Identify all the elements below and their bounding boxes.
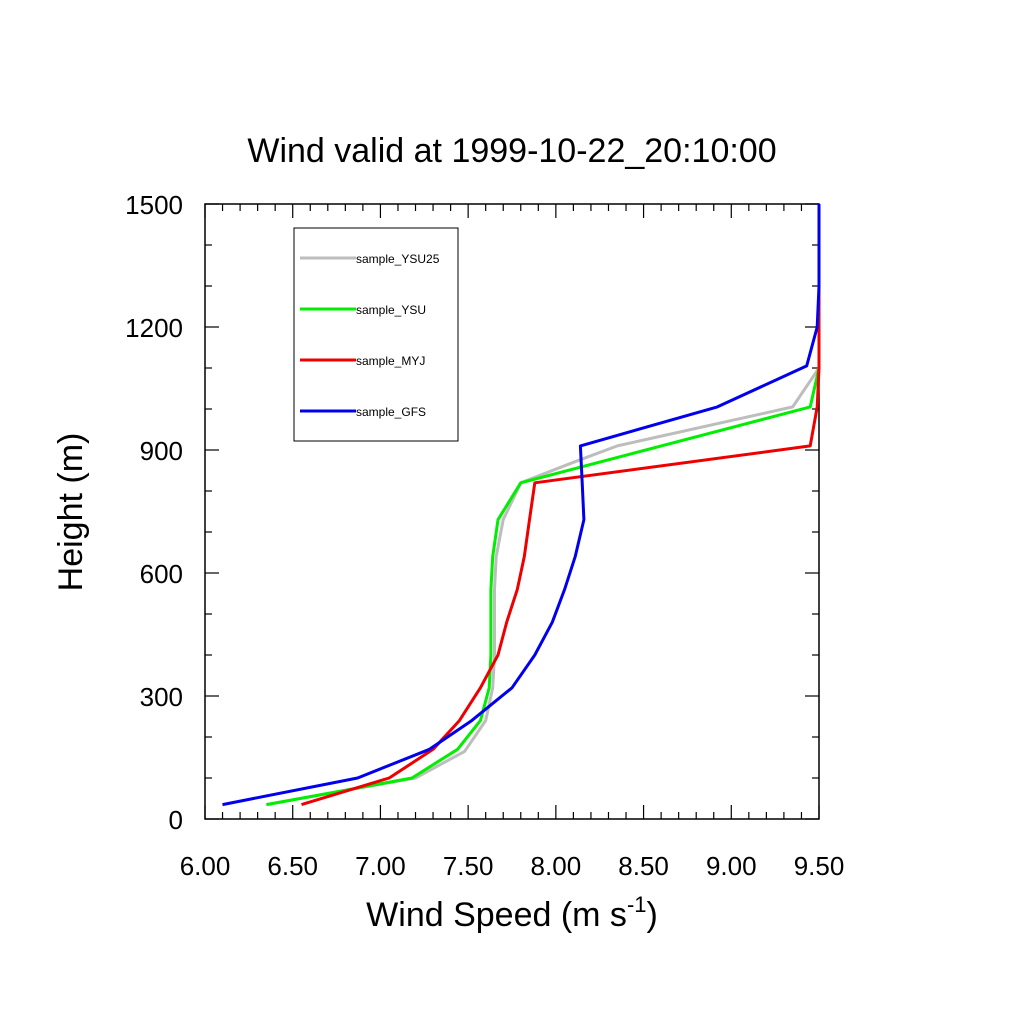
x-tick-label: 9.50 (794, 851, 845, 881)
x-tick-label: 9.00 (706, 851, 757, 881)
x-axis-label-main: Wind Speed (m s (366, 896, 627, 934)
x-tick-label: 6.50 (267, 851, 318, 881)
legend: sample_YSU25 sample_YSU sample_MYJ sample_G… (293, 227, 459, 442)
x-tick-label: 6.00 (180, 851, 231, 881)
y-tick-label: 1200 (125, 313, 183, 343)
y-axis-label: Height (m) (52, 433, 90, 592)
x-axis-label-superscript: -1 (627, 892, 647, 917)
legend-label: sample_GFS (356, 405, 426, 419)
y-tick-label: 900 (140, 436, 183, 466)
x-tick-label: 8.00 (531, 851, 582, 881)
legend-label: sample_YSU (356, 303, 426, 317)
x-axis-label: Wind Speed (m s-1) (366, 892, 658, 934)
series-line-sample_GFS (222, 204, 821, 807)
x-tick-label: 7.00 (355, 851, 406, 881)
legend-label: sample_YSU25 (356, 252, 440, 266)
y-tick-label: 600 (140, 559, 183, 589)
x-tick-label: 7.50 (443, 851, 494, 881)
y-tick-label: 1500 (125, 190, 183, 220)
x-axis-label-close: ) (647, 896, 658, 934)
chart-title: Wind valid at 1999-10-22_20:10:00 (247, 132, 776, 170)
x-tick-label: 8.50 (618, 851, 669, 881)
y-tick-label: 0 (169, 805, 183, 835)
plot-frame (204, 203, 820, 820)
y-tick-label: 300 (140, 682, 183, 712)
legend-box (293, 227, 459, 442)
plot-area: 6.00 6.50 7.00 7.50 8.00 8.50 9.00 9.50 0 300 600 9… (125, 190, 844, 881)
legend-label: sample_MYJ (356, 354, 425, 368)
